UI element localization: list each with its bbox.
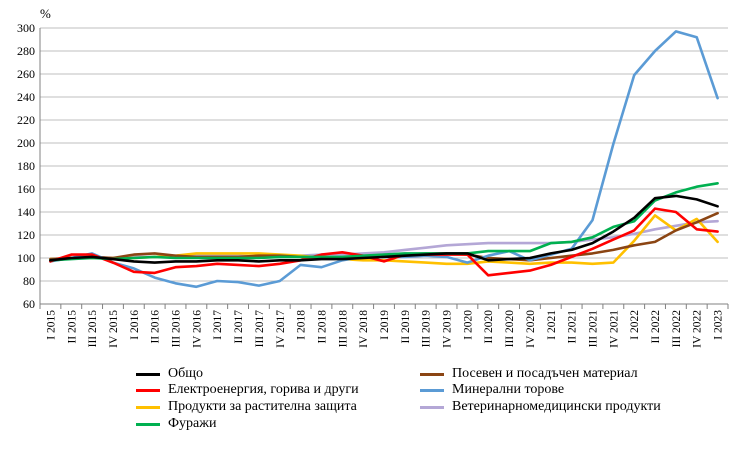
x-tick-label: I 2018 <box>296 310 308 340</box>
series-lines <box>49 30 719 289</box>
x-tick-label: III 2016 <box>171 310 183 348</box>
legend-label: Минерални торове <box>452 382 565 397</box>
x-tick-label: II 2019 <box>400 310 412 344</box>
x-tick-label: III 2018 <box>337 310 349 348</box>
x-tick-label: IV 2019 <box>442 310 454 348</box>
x-tick-label: III 2017 <box>254 310 266 348</box>
x-tick-label: II 2017 <box>233 310 245 344</box>
legend-item: Електроенергия, горива и други <box>136 382 359 398</box>
x-tick-label: II 2018 <box>316 310 328 344</box>
x-tick-label: IV 2020 <box>525 310 537 348</box>
x-tick-label: IV 2016 <box>191 310 203 348</box>
x-tick-label: II 2022 <box>650 310 662 344</box>
x-tick-label: III 2022 <box>671 310 683 348</box>
legend-swatch <box>136 388 160 392</box>
x-tick-label: I 2017 <box>212 310 224 340</box>
legend-label: Електроенергия, горива и други <box>168 382 359 397</box>
x-tick-label: II 2015 <box>66 310 78 344</box>
x-tick-label: IV 2018 <box>358 310 370 348</box>
y-tick-label: 260 <box>17 67 35 81</box>
x-tick-label: I 2021 <box>546 310 558 340</box>
series-line-6 <box>49 182 719 262</box>
legend-item: Минерални торове <box>420 382 564 398</box>
x-tick-label: III 2015 <box>87 310 99 348</box>
y-tick-label: 60 <box>23 297 35 311</box>
legend-label: Фуражи <box>168 416 217 431</box>
y-tick-label: 300 <box>17 21 35 35</box>
legend-item: Посевен и посадъчен материал <box>420 366 638 382</box>
x-tick-label: III 2021 <box>587 310 599 348</box>
x-tick-label: II 2021 <box>567 310 579 344</box>
x-tick-label: I 2020 <box>462 310 474 340</box>
y-tick-label: 140 <box>17 205 35 219</box>
x-tick-label: I 2015 <box>45 310 57 340</box>
x-tick-label: IV 2022 <box>692 310 704 348</box>
legend-label: Продукти за растителна защита <box>168 399 357 414</box>
x-tick-label: III 2019 <box>421 310 433 348</box>
y-tick-label: 200 <box>17 136 35 150</box>
x-tick-label: II 2016 <box>150 310 162 344</box>
legend-label: Ветеринарномедицински продукти <box>452 399 661 414</box>
legend-item: Фуражи <box>136 416 216 432</box>
legend-item: Продукти за растителна защита <box>136 399 357 415</box>
legend-swatch <box>136 422 160 426</box>
series-line-2 <box>49 207 719 277</box>
legend-item: Ветеринарномедицински продукти <box>420 399 661 415</box>
x-tick-label: II 2020 <box>483 310 495 344</box>
series-line-0 <box>49 194 719 264</box>
y-tick-label: 280 <box>17 44 35 58</box>
x-tick-label: IV 2017 <box>275 310 287 348</box>
x-tick-label: I 2016 <box>129 310 141 340</box>
y-tick-label: 220 <box>17 113 35 127</box>
legend-swatch <box>136 372 160 376</box>
legend-label: Общо <box>168 366 204 381</box>
x-tick-label: I 2023 <box>713 310 725 340</box>
x-tick-label: I 2022 <box>629 310 641 340</box>
y-axis-unit-label: % <box>40 6 51 21</box>
x-tick-label: IV 2021 <box>608 310 620 348</box>
axes: 60 80 100 120 140 160 180 200 220 240 260 280 300 I 2… <box>17 21 729 348</box>
legend-item: Общо <box>136 366 203 382</box>
x-tick-label: IV 2015 <box>108 310 120 348</box>
y-tick-label: 180 <box>17 159 35 173</box>
y-tick-label: 80 <box>23 274 35 288</box>
y-tick-label: 120 <box>17 228 35 242</box>
legend-swatch <box>420 405 444 409</box>
x-tick-label: I 2019 <box>379 310 391 340</box>
legend-label: Посевен и посадъчен материал <box>452 366 638 381</box>
y-tick-label: 160 <box>17 182 35 196</box>
legend-swatch <box>420 388 444 392</box>
y-tick-label: 240 <box>17 90 35 104</box>
legend-swatch <box>136 405 160 409</box>
y-tick-label: 100 <box>17 251 35 265</box>
legend-swatch <box>420 372 444 376</box>
x-tick-label: III 2020 <box>504 310 516 348</box>
